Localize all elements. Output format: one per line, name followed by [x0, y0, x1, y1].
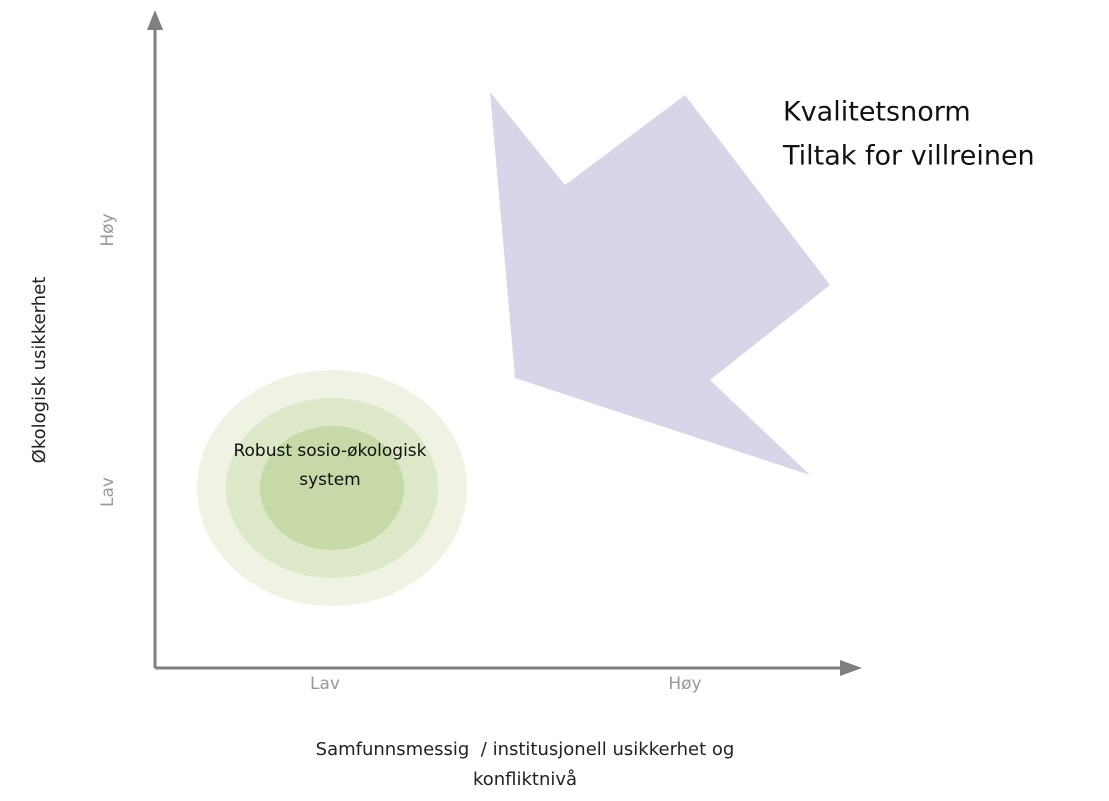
y-low: Lav: [98, 477, 118, 507]
circle-label: Robust sosio-økologisk: [233, 441, 426, 461]
inner-circle: [260, 426, 404, 550]
arrow-shape: [490, 92, 830, 475]
x-low: Lav: [310, 674, 340, 694]
x-high: Høy: [668, 674, 701, 694]
x-axis-label: konfliktnivå: [473, 769, 577, 790]
circle-label: system: [299, 470, 360, 490]
y-axis-label: Økologisk usikkerhet: [29, 277, 50, 464]
y-arrowhead: [147, 10, 163, 30]
x-arrowhead: [840, 660, 862, 676]
arrow-label: Tiltak for villreinen: [782, 141, 1035, 172]
x-axis-label: Samfunnsmessig / institusjonell usikkerh…: [316, 739, 735, 760]
y-high: Høy: [98, 213, 118, 246]
arrow-label: Kvalitetsnorm: [783, 97, 971, 128]
